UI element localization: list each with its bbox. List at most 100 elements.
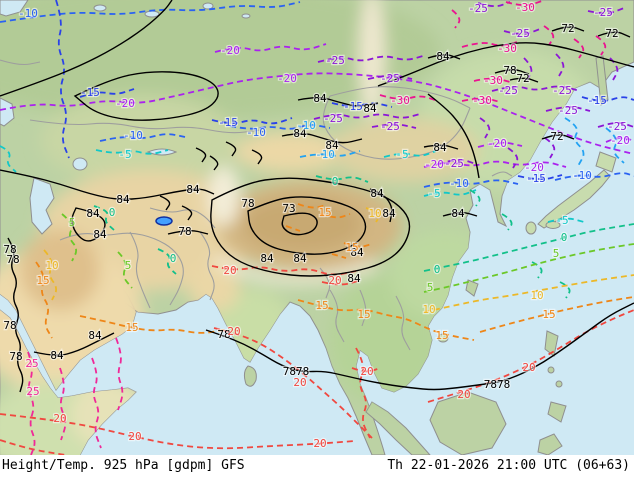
country-border bbox=[59, 232, 184, 306]
contour-label: 10 bbox=[422, 303, 435, 316]
height-contour bbox=[551, 26, 585, 32]
country-border bbox=[319, 267, 331, 299]
lake-aral bbox=[72, 157, 88, 171]
sea-black-edge bbox=[0, 97, 15, 127]
contour-label: -25 bbox=[498, 84, 518, 97]
height-contour bbox=[7, 237, 24, 393]
isotherm-line bbox=[285, 225, 301, 232]
isotherm-line bbox=[79, 315, 225, 334]
contour-label: 0 bbox=[561, 231, 568, 244]
contour-label: -25 bbox=[325, 54, 345, 67]
height-contours-layer bbox=[0, 0, 634, 393]
isotherm-line bbox=[559, 281, 571, 299]
isotherm-line bbox=[555, 53, 565, 77]
isotherm-line bbox=[423, 179, 519, 188]
height-contour bbox=[195, 147, 207, 163]
island-kyushu bbox=[525, 221, 537, 235]
isotherm-line bbox=[437, 159, 477, 165]
height-contour bbox=[205, 302, 634, 391]
contour-label: 20 bbox=[128, 430, 141, 443]
contour-label: 5 bbox=[427, 281, 434, 294]
isotherm-line bbox=[423, 160, 567, 168]
isotherm-line bbox=[371, 123, 417, 129]
map-area: 84 84 84 84 84 84 84 84 84 84 84 84 84 84 84 84 84 84 84 78… bbox=[0, 0, 634, 456]
isotherm-line bbox=[43, 249, 58, 301]
contour-label: 20 bbox=[328, 274, 341, 287]
isotherm-line bbox=[597, 122, 634, 128]
island-borneo bbox=[429, 391, 507, 456]
contour-label: -10 bbox=[296, 119, 316, 132]
contour-label: 10 bbox=[45, 259, 58, 272]
contour-label: 20 bbox=[53, 412, 66, 425]
isotherm-line bbox=[355, 347, 371, 439]
contour-label: 78 bbox=[3, 243, 16, 256]
isotherm-line bbox=[554, 172, 634, 181]
contour-label: 0 bbox=[434, 263, 441, 276]
isotherm-line bbox=[507, 147, 519, 169]
contour-label: 15 bbox=[357, 308, 370, 321]
lake-caspian bbox=[29, 177, 55, 235]
isotherm-line bbox=[229, 124, 331, 130]
height-contour bbox=[281, 212, 318, 236]
contour-label: -10 bbox=[315, 148, 335, 161]
contour-label: 84 bbox=[347, 272, 361, 285]
isotherm-line bbox=[477, 1, 511, 8]
isotherm-line bbox=[321, 280, 359, 286]
contour-label: -20 bbox=[220, 44, 240, 57]
isotherm-line bbox=[343, 242, 373, 248]
contour-label: 84 bbox=[363, 102, 377, 115]
height-contour bbox=[251, 149, 263, 165]
contour-label: 0 bbox=[332, 175, 339, 188]
contour-label: -20 bbox=[610, 134, 630, 147]
contour-label: 20 bbox=[522, 361, 535, 374]
island-hokkaido bbox=[595, 151, 617, 173]
contour-label: -20 bbox=[277, 72, 297, 85]
isotherm-line bbox=[479, 296, 634, 333]
contour-label: 72 bbox=[516, 72, 529, 85]
contour-label: 84 bbox=[451, 207, 465, 220]
contour-label: 20 bbox=[223, 264, 236, 277]
isotherm-line bbox=[543, 25, 555, 46]
contour-label: 84 bbox=[50, 349, 64, 362]
country-border bbox=[0, 59, 41, 66]
lake-balkhash bbox=[146, 148, 178, 156]
isotherm-line bbox=[517, 174, 563, 181]
isotherm-line bbox=[0, 1, 301, 23]
isotherm-line bbox=[55, 0, 70, 159]
contour-label: 20 bbox=[457, 388, 470, 401]
contour-label: 20 bbox=[313, 437, 326, 450]
isotherm-line bbox=[117, 251, 133, 289]
isotherm-line bbox=[297, 299, 475, 341]
isotherm-line bbox=[313, 113, 421, 120]
isotherm-line bbox=[99, 133, 186, 142]
contour-label: -15 bbox=[526, 172, 546, 185]
contour-label: 15 bbox=[345, 241, 358, 254]
contour-label: 84 bbox=[313, 92, 327, 105]
lake-issykkul bbox=[155, 216, 173, 226]
isotherm-line bbox=[605, 136, 634, 143]
contour-label: 25 bbox=[25, 357, 38, 370]
contour-label: -30 bbox=[472, 94, 492, 107]
height-contour bbox=[427, 54, 461, 60]
contour-label: 72 bbox=[605, 27, 618, 40]
isotherm-line bbox=[523, 57, 533, 81]
lake-north-4 bbox=[241, 13, 251, 19]
contour-label: 10 bbox=[368, 207, 381, 220]
contour-label: -15 bbox=[218, 116, 238, 129]
contour-label: -25 bbox=[468, 2, 488, 15]
contour-label: 78 bbox=[241, 197, 254, 210]
isotherm-line bbox=[609, 57, 619, 81]
contour-label: 84 bbox=[88, 329, 102, 342]
contour-label: -15 bbox=[343, 100, 363, 113]
contour-label: 84 bbox=[93, 228, 107, 241]
contour-label: 15 bbox=[36, 274, 49, 287]
contour-label: 84 bbox=[436, 50, 450, 63]
isotherms-layer bbox=[0, 0, 634, 456]
island-srilanka bbox=[243, 365, 257, 387]
contour-label: 78 bbox=[217, 328, 230, 341]
country-border bbox=[329, 289, 345, 343]
isotherm-line bbox=[423, 189, 477, 197]
contour-label: 5 bbox=[69, 216, 76, 229]
height-contour bbox=[541, 134, 575, 140]
height-contour bbox=[442, 211, 478, 217]
